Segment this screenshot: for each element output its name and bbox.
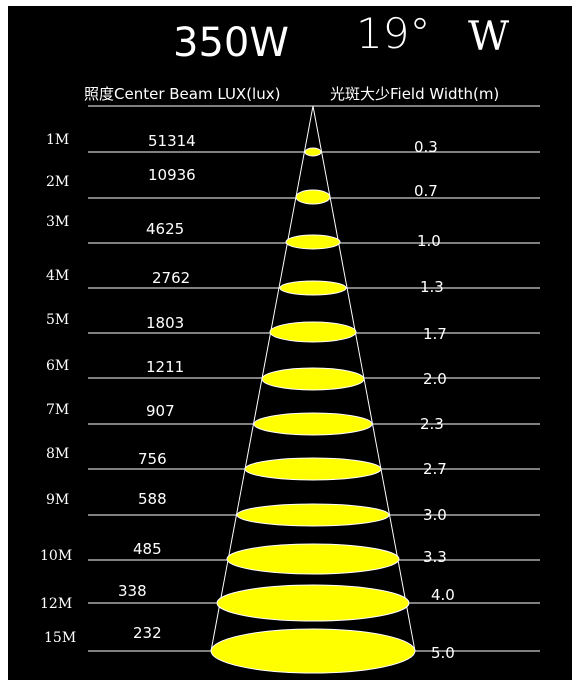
field-width-value: 5.0 [431,644,455,662]
beam-spot [285,234,341,250]
field-width-value: 0.3 [414,138,438,156]
distance-label: 6M [46,358,69,374]
field-width-value: 2.3 [420,415,444,433]
beam-spot [304,147,322,157]
beam-diagram: 350W 19° W 照度Center Beam LUX(lux) 光斑大少Fi… [40,9,540,674]
field-width-value: 3.3 [423,548,447,566]
beam-spot [269,321,357,343]
field-width-value: 2.0 [423,370,447,388]
lux-value: 485 [133,540,162,558]
beam-spot [216,584,410,622]
distance-label: 1M [46,132,69,148]
lux-value: 907 [146,402,175,420]
field-width-value: 4.0 [431,586,455,604]
distance-label: 15M [44,630,76,646]
beam-spot [261,367,365,391]
beam-spot [279,280,347,296]
lux-value: 756 [138,450,167,468]
mode-title: W [468,14,509,60]
power-title: 350W [173,20,289,66]
distance-label: 5M [46,312,69,328]
beam-spot [236,503,390,527]
field-width-value: 1.7 [423,325,447,343]
distance-label: 10M [40,548,72,564]
beam-angle-title: 19° [356,9,430,58]
lux-value: 232 [133,624,162,642]
beam-spot [210,628,416,674]
lux-value: 588 [138,490,167,508]
lux-value: 2762 [152,269,190,287]
lux-value: 4625 [146,220,184,238]
beam-spot [295,189,331,205]
distance-label: 2M [46,174,69,190]
width-column-header: 光斑大少Field Width(m) [330,85,499,103]
beam-chart-panel: 350W 19° W 照度Center Beam LUX(lux) 光斑大少Fi… [8,6,572,680]
beam-spot [253,412,373,436]
lux-column-header: 照度Center Beam LUX(lux) [84,85,280,103]
distance-label: 9M [46,492,69,508]
distance-label: 3M [46,214,69,230]
distance-label: 7M [46,402,69,418]
lux-value: 1211 [146,358,184,376]
field-width-value: 3.0 [423,506,447,524]
field-width-value: 1.3 [420,278,444,296]
field-width-value: 2.7 [423,460,447,478]
distance-label: 8M [46,446,69,462]
lux-value: 338 [118,582,147,600]
beam-spot [226,543,400,575]
field-width-value: 0.7 [414,182,438,200]
lux-value: 51314 [148,132,196,150]
distance-label: 12M [40,596,72,612]
beam-spot [244,457,382,481]
lux-value: 10936 [148,166,196,184]
distance-label: 4M [46,268,69,284]
field-width-value: 1.0 [417,232,441,250]
lux-value: 1803 [146,314,184,332]
